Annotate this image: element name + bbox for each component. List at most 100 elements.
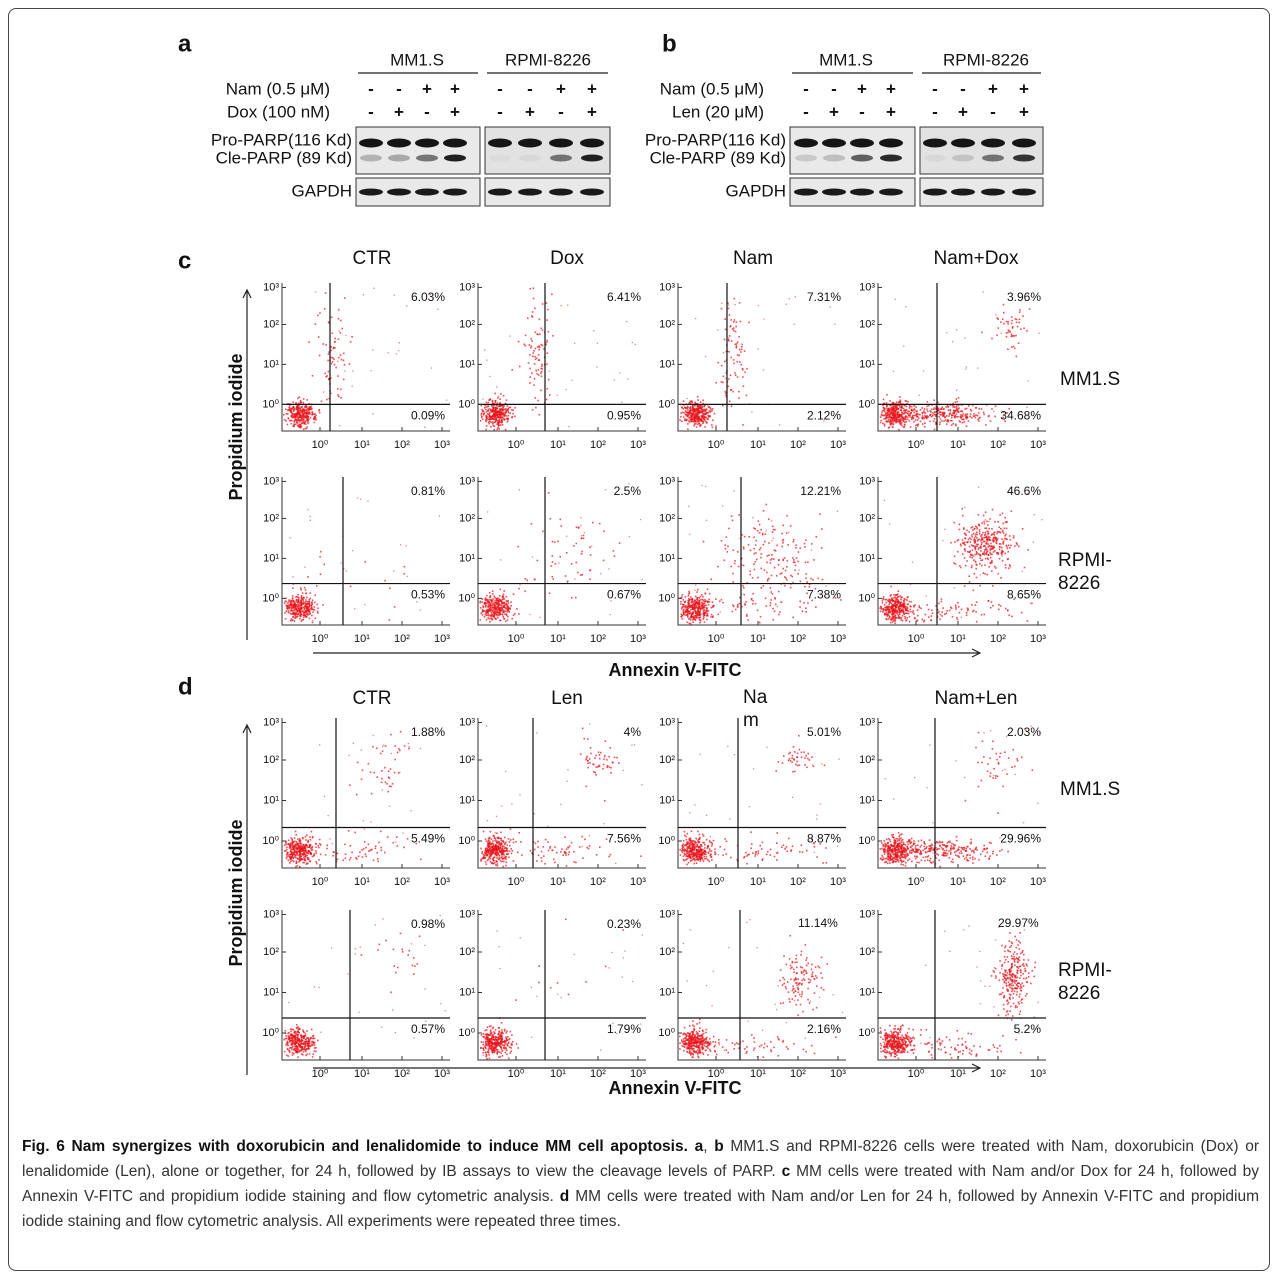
event-dot bbox=[984, 528, 986, 530]
event-dot bbox=[724, 318, 726, 320]
event-dot bbox=[803, 602, 805, 604]
event-dot bbox=[746, 368, 748, 370]
event-dot bbox=[883, 418, 885, 420]
event-dot bbox=[749, 574, 751, 576]
event-dot bbox=[724, 361, 726, 363]
event-dot bbox=[967, 608, 969, 610]
event-dot bbox=[1010, 545, 1012, 547]
event-dot bbox=[307, 576, 309, 578]
event-dot bbox=[485, 419, 487, 421]
event-dot bbox=[490, 608, 492, 610]
event-dot bbox=[538, 354, 540, 356]
cle-parp-band bbox=[1013, 155, 1035, 162]
event-dot bbox=[711, 607, 713, 609]
event-dot bbox=[976, 532, 978, 534]
event-dot bbox=[957, 602, 959, 604]
event-dot bbox=[516, 608, 518, 610]
event-dot bbox=[969, 546, 971, 548]
event-dot bbox=[499, 603, 501, 605]
event-dot bbox=[508, 415, 510, 417]
event-dot bbox=[699, 617, 701, 619]
event-dot bbox=[746, 614, 748, 616]
event-dot bbox=[737, 604, 739, 606]
event-dot bbox=[699, 423, 701, 425]
event-dot bbox=[972, 549, 974, 551]
event-dot bbox=[319, 744, 320, 745]
event-dot bbox=[917, 609, 919, 611]
event-dot bbox=[687, 406, 689, 408]
event-dot bbox=[941, 420, 943, 422]
event-dot bbox=[694, 419, 696, 421]
event-dot bbox=[349, 363, 351, 365]
event-dot bbox=[365, 847, 367, 849]
event-dot bbox=[971, 534, 973, 536]
event-dot bbox=[702, 421, 704, 423]
treatment-sign: - bbox=[803, 79, 809, 98]
event-dot bbox=[772, 593, 774, 595]
event-dot bbox=[296, 834, 298, 836]
event-dot bbox=[964, 550, 966, 552]
event-dot bbox=[688, 591, 690, 593]
event-dot bbox=[1022, 571, 1023, 572]
x-tick-label: 10³ bbox=[830, 633, 846, 645]
event-dot bbox=[991, 601, 993, 603]
event-dot bbox=[398, 748, 400, 750]
event-dot bbox=[958, 405, 960, 407]
event-dot bbox=[484, 349, 485, 350]
event-dot bbox=[904, 405, 906, 407]
y-tick-label: 10⁰ bbox=[262, 835, 279, 847]
event-dot bbox=[968, 420, 970, 422]
event-dot bbox=[907, 413, 909, 415]
event-dot bbox=[290, 850, 292, 852]
event-dot bbox=[986, 552, 988, 554]
event-dot bbox=[501, 420, 503, 422]
event-dot bbox=[300, 601, 302, 603]
event-dot bbox=[916, 414, 918, 416]
y-tick-label: 10⁰ bbox=[858, 592, 875, 604]
event-dot bbox=[681, 421, 683, 423]
y-tick-label: 10⁰ bbox=[458, 592, 475, 604]
event-dot bbox=[287, 852, 289, 854]
event-dot bbox=[971, 410, 973, 412]
event-dot bbox=[738, 391, 740, 393]
event-dot bbox=[534, 579, 536, 581]
event-dot bbox=[700, 609, 702, 611]
event-dot bbox=[689, 599, 691, 601]
event-dot bbox=[488, 614, 490, 616]
event-dot bbox=[965, 414, 967, 416]
x-tick-label: 10² bbox=[990, 439, 1006, 451]
event-dot bbox=[779, 611, 781, 613]
event-dot bbox=[297, 865, 299, 867]
event-dot bbox=[964, 585, 966, 587]
event-dot bbox=[294, 416, 296, 418]
event-dot bbox=[979, 408, 981, 410]
event-dot bbox=[492, 401, 494, 403]
event-dot bbox=[883, 608, 885, 610]
event-dot bbox=[323, 391, 324, 392]
event-dot bbox=[581, 551, 583, 553]
cle-parp-band bbox=[519, 155, 541, 162]
event-dot bbox=[332, 348, 334, 350]
event-dot bbox=[552, 561, 554, 563]
event-dot bbox=[317, 845, 319, 847]
y-tick-label: 10² bbox=[263, 318, 279, 330]
event-dot bbox=[550, 518, 552, 520]
event-dot bbox=[908, 414, 910, 416]
blot-label: Cle-PARP (89 Kd) bbox=[650, 148, 786, 167]
event-dot bbox=[305, 567, 306, 568]
treatment-sign: - bbox=[527, 79, 533, 98]
event-dot bbox=[681, 613, 683, 615]
event-dot bbox=[483, 606, 485, 608]
event-dot bbox=[297, 854, 299, 856]
event-dot bbox=[694, 601, 696, 603]
event-dot bbox=[887, 410, 889, 412]
event-dot bbox=[511, 417, 513, 419]
event-dot bbox=[291, 420, 293, 422]
event-dot bbox=[345, 858, 347, 860]
event-dot bbox=[885, 602, 887, 604]
event-dot bbox=[786, 566, 788, 568]
event-dot bbox=[496, 429, 498, 431]
event-dot bbox=[705, 593, 707, 595]
x-tick-label: 10⁰ bbox=[908, 633, 925, 645]
treatment-sign: - bbox=[932, 79, 938, 98]
